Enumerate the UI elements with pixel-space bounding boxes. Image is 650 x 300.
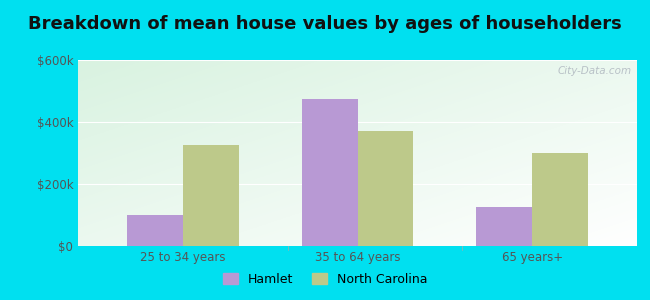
Legend: Hamlet, North Carolina: Hamlet, North Carolina [218,268,432,291]
Bar [532,153,588,246]
Text: Breakdown of mean house values by ages of householders: Breakdown of mean house values by ages o… [28,15,622,33]
Bar [358,131,413,246]
Bar [183,145,239,246]
Bar [127,215,183,246]
Bar [302,99,358,246]
Bar [476,207,532,246]
Text: City-Data.com: City-Data.com [557,66,631,76]
